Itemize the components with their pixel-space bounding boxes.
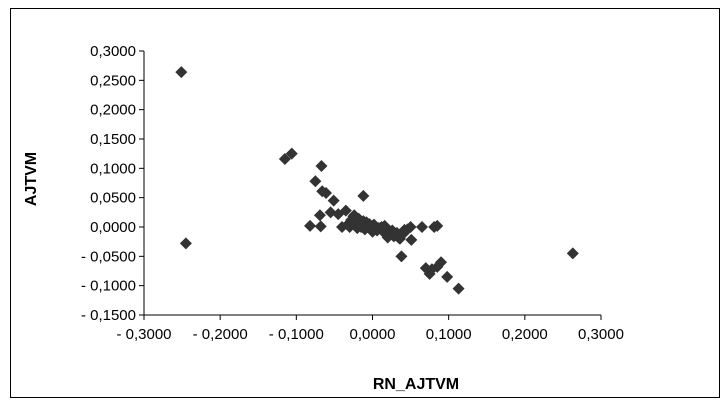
data-point <box>366 225 379 238</box>
y-tick-label: - 0,1500 <box>81 307 136 324</box>
y-axis-title: AJTVM <box>23 152 40 206</box>
data-point <box>285 147 298 160</box>
data-point <box>343 221 356 233</box>
data-point <box>431 260 444 273</box>
y-tick-label: 0,0500 <box>90 190 136 207</box>
data-point <box>566 247 579 260</box>
x-axis-title: RN_AJTVM <box>373 376 459 393</box>
y-tick-label: 0,1000 <box>90 160 136 177</box>
data-point <box>441 270 454 283</box>
data-point <box>339 204 352 217</box>
data-point <box>314 220 327 233</box>
data-point <box>452 282 465 295</box>
data-point <box>175 66 188 79</box>
data-point <box>304 219 317 232</box>
data-point <box>425 263 438 276</box>
data-point <box>431 219 444 232</box>
data-point <box>405 233 418 246</box>
data-point <box>327 194 340 207</box>
data-point <box>348 209 361 222</box>
y-tick-label: 0,2500 <box>90 72 136 89</box>
x-tick-label: - 0,3000 <box>116 326 171 343</box>
y-tick-label: 0,0000 <box>90 219 136 236</box>
data-point <box>179 237 192 250</box>
x-tick-label: 0,1000 <box>426 326 472 343</box>
data-point <box>381 231 394 244</box>
y-tick-label: - 0,0500 <box>81 248 136 265</box>
x-tick-label: - 0,1000 <box>269 326 324 343</box>
data-point <box>313 209 326 222</box>
data-point <box>354 217 367 230</box>
data-point <box>416 221 429 233</box>
y-tick-label: 0,2000 <box>90 102 136 119</box>
y-tick-label: 0,1500 <box>90 131 136 148</box>
x-tick-label: 0,2000 <box>502 326 548 343</box>
data-point <box>320 186 333 199</box>
data-point <box>435 256 448 269</box>
data-point <box>315 159 328 172</box>
data-point <box>357 189 370 202</box>
chart-frame: AJTVM RN_AJTVM 0,3000 0,2500 0,2000 0,1500 0… <box>10 8 720 398</box>
y-tick-label: 0,3000 <box>90 43 136 60</box>
y-tick-label: - 0,1000 <box>81 278 136 295</box>
data-point <box>395 250 408 263</box>
x-tick-label: - 0,2000 <box>193 326 248 343</box>
data-point <box>309 175 322 188</box>
x-tick-label: 0,0000 <box>350 326 396 343</box>
scatter-chart: AJTVM RN_AJTVM 0,3000 0,2500 0,2000 0,1500 0… <box>23 43 624 393</box>
data-point <box>375 221 388 233</box>
data-point <box>401 223 414 236</box>
x-tick-label: 0,3000 <box>578 326 624 343</box>
data-point <box>278 152 291 165</box>
